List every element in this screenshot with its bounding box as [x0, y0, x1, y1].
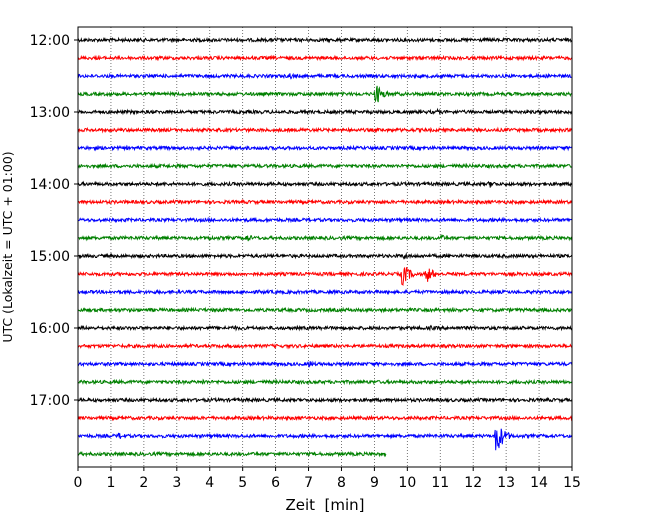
seismogram-trace [77, 450, 387, 458]
seismogram-trace [77, 126, 573, 134]
x-tick-label: 8 [337, 475, 346, 491]
seismogram-trace [77, 216, 573, 224]
x-tick-label: 1 [106, 475, 115, 491]
seismogram-trace [77, 324, 573, 332]
seismogram-traces [77, 36, 573, 458]
y-tick-label: 14:00 [30, 177, 70, 193]
x-tick-label: 7 [304, 475, 313, 491]
x-tick-label: 6 [271, 475, 280, 491]
seismogram-trace [77, 288, 573, 296]
grid-lines [110, 27, 540, 467]
seismogram-trace [77, 267, 573, 286]
seismogram-trace [77, 85, 573, 103]
seismogram-trace [77, 428, 573, 451]
seismogram-trace [77, 414, 573, 422]
seismogram-trace [77, 306, 573, 314]
seismogram-trace [77, 162, 573, 170]
x-tick-label: 9 [370, 475, 379, 491]
seismogram-trace [77, 233, 573, 242]
seismogram-trace [77, 36, 573, 44]
seismogram-trace [77, 342, 573, 350]
seismogram-trace [77, 360, 573, 368]
y-tick-label: 12:00 [30, 33, 70, 49]
x-tick-label: 5 [238, 475, 247, 491]
x-tick-label: 11 [431, 475, 449, 491]
x-tick-label: 10 [398, 475, 416, 491]
seismogram-trace [77, 378, 573, 386]
seismogram-trace [77, 54, 573, 62]
plot-frame [77, 26, 573, 468]
seismogram-trace [77, 396, 573, 404]
x-axis-label: Zeit [min] [285, 496, 364, 514]
seismogram-trace [77, 198, 573, 206]
y-tick-label: 15:00 [30, 249, 70, 265]
y-tick-label: 17:00 [30, 393, 70, 409]
seismogram-trace [77, 252, 573, 260]
seismogram-trace [77, 107, 573, 116]
x-tick-label: 14 [530, 475, 548, 491]
x-tick-label: 3 [172, 475, 181, 491]
x-tick-label: 0 [74, 475, 83, 491]
x-tick-label: 2 [139, 475, 148, 491]
x-tick-label: 12 [464, 475, 482, 491]
x-tick-label: 4 [205, 475, 214, 491]
x-tick-label: 15 [563, 475, 581, 491]
seismogram-trace [77, 180, 573, 188]
y-tick-label: 16:00 [30, 321, 70, 337]
seismogram-trace [77, 144, 573, 152]
y-axis-label: UTC (Lokalzeit = UTC + 01:00) [0, 151, 15, 342]
y-axis-ticks: 12:00 13:00 14:00 15:00 16:00 17:00 [30, 33, 78, 409]
x-axis-ticks: 0 1 2 3 4 5 6 7 8 9 10 11 12 13 14 15 [74, 467, 581, 491]
y-tick-label: 13:00 [30, 105, 70, 121]
seismogram-trace [77, 72, 573, 80]
x-tick-label: 13 [497, 475, 515, 491]
